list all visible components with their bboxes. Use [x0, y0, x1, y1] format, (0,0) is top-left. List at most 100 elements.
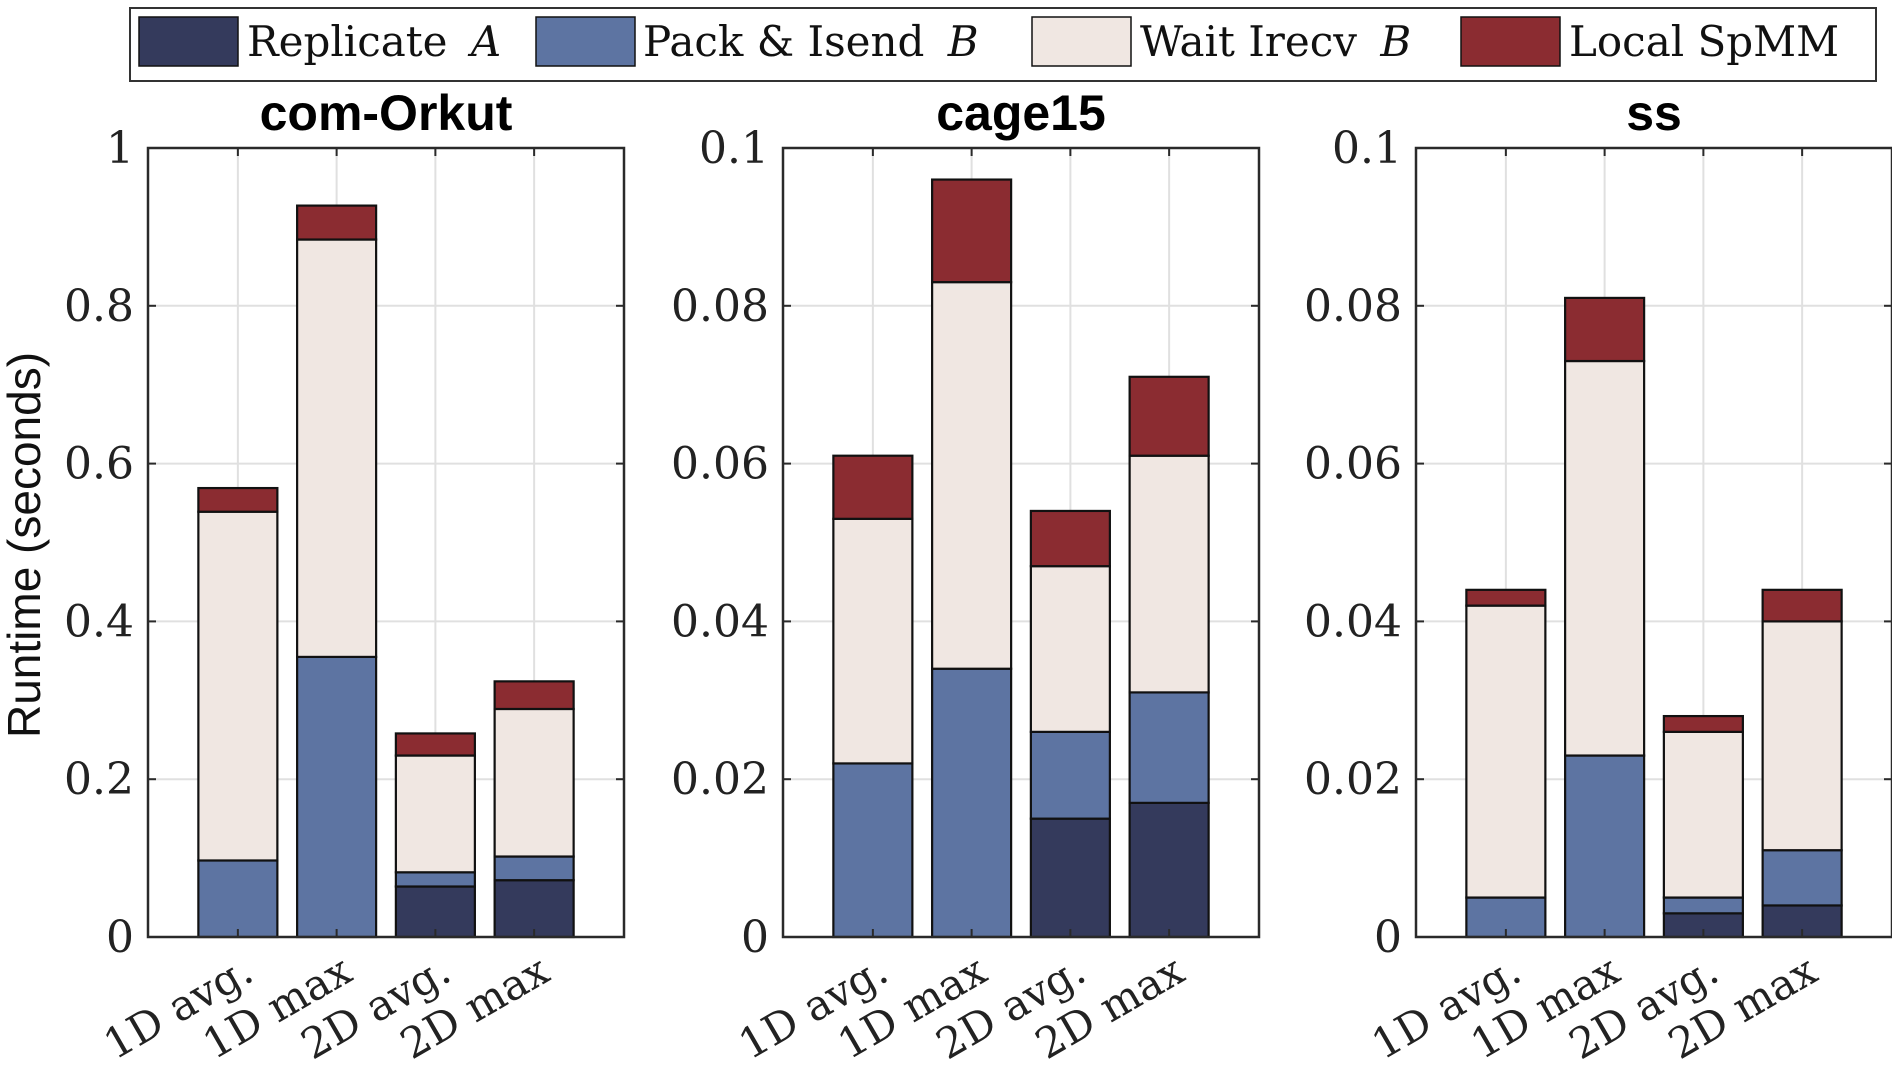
bar-segment-wait-irecv-b [1761, 620, 1843, 852]
bar-segment-local-spmm [1761, 588, 1843, 623]
bar-segment-pack-isend-b [1564, 754, 1646, 939]
bar-segment-wait-irecv-b [1029, 565, 1111, 733]
bar-segment-replicate-a [1029, 817, 1111, 939]
bar-segment-wait-irecv-b [931, 281, 1013, 670]
y-tick-label: 1 [106, 123, 134, 174]
y-tick-label: 0.08 [1304, 281, 1402, 332]
svg-text:Wait Irecv B: Wait Irecv B [1140, 17, 1411, 66]
y-tick-label: 0.04 [1304, 596, 1402, 647]
legend-math-replicate: A [467, 17, 501, 66]
y-tick-label: 0 [1374, 912, 1402, 963]
bar-segment-local-spmm [832, 454, 914, 520]
bar-segment-local-spmm [1128, 375, 1210, 457]
bar-segment-local-spmm [1465, 588, 1547, 607]
legend-swatch-local-spmm [1460, 16, 1561, 67]
y-tick-label: 0.1 [1332, 123, 1402, 174]
bar-stack-2d-avg [1662, 714, 1744, 939]
bar-segment-wait-irecv-b [1128, 454, 1210, 694]
panel-title: com-Orkut [260, 85, 513, 141]
legend: Replicate A Pack & Isend B Wait Irecv B … [129, 7, 1877, 82]
bar-stack-2d-avg [394, 732, 476, 939]
bar-segment-local-spmm [296, 204, 378, 241]
bar-segment-pack-isend-b [832, 762, 914, 939]
bar-segment-replicate-a [394, 885, 476, 939]
y-tick-label: 0.2 [64, 754, 134, 805]
bar-segment-wait-irecv-b [493, 707, 575, 858]
legend-label-pack-isend: Pack & Isend [643, 17, 924, 66]
legend-entry-replicate: Replicate A [138, 16, 501, 67]
bar-segment-wait-irecv-b [832, 517, 914, 765]
y-tick-label: 0.06 [1304, 439, 1402, 490]
bar-segment-wait-irecv-b [1564, 359, 1646, 757]
panel-title: ss [1626, 85, 1682, 141]
bar-stack-1d-avg [197, 486, 279, 939]
legend-entry-local-spmm: Local SpMM [1460, 16, 1839, 67]
y-axis-label: Runtime (seconds) [0, 352, 50, 738]
legend-swatch-wait-irecv [1031, 16, 1132, 67]
y-tick-label: 0.4 [64, 596, 134, 647]
svg-text:Local SpMM: Local SpMM [1569, 17, 1839, 66]
bar-stack-2d-max [1128, 375, 1210, 939]
legend-swatch-pack-isend [535, 16, 636, 67]
legend-swatch-replicate [138, 16, 239, 67]
bar-stack-1d-avg [832, 454, 914, 939]
legend-math-wait-irecv: B [1379, 17, 1411, 66]
bar-segment-local-spmm [197, 486, 279, 513]
bar-segment-pack-isend-b [1465, 896, 1547, 939]
bar-segment-local-spmm [493, 680, 575, 711]
axes-box [146, 146, 626, 939]
bar-segment-pack-isend-b [1662, 896, 1744, 915]
y-tick-label: 0.02 [671, 754, 769, 805]
legend-label-wait-irecv: Wait Irecv [1140, 17, 1357, 66]
legend-label-replicate: Replicate [247, 17, 448, 66]
bar-segment-wait-irecv-b [296, 238, 378, 659]
bar-segment-local-spmm [1662, 714, 1744, 733]
svg-text:Pack & Isend B: Pack & Isend B [643, 17, 979, 66]
y-tick-label: 0 [106, 912, 134, 963]
legend-entry-wait-irecv: Wait Irecv B [1031, 16, 1411, 67]
bar-segment-pack-isend-b [296, 655, 378, 939]
bar-segment-pack-isend-b [1029, 730, 1111, 820]
axes-box [781, 146, 1261, 939]
y-tick-label: 0.02 [1304, 754, 1402, 805]
bar-segment-replicate-a [493, 879, 575, 939]
bar-stack-2d-max [493, 680, 575, 939]
legend-math-pack-isend: B [947, 17, 979, 66]
bar-segment-wait-irecv-b [1662, 730, 1744, 899]
y-tick-label: 0.1 [699, 123, 769, 174]
bar-stack-1d-max [931, 178, 1013, 939]
bar-segment-pack-isend-b [1761, 849, 1843, 907]
legend-label-local-spmm: Local SpMM [1569, 17, 1839, 66]
legend-entry-pack-isend: Pack & Isend B [535, 16, 979, 67]
y-tick-label: 0.8 [64, 281, 134, 332]
panel-title: cage15 [936, 85, 1106, 141]
y-tick-label: 0.6 [64, 439, 134, 490]
svg-text:Replicate A: Replicate A [247, 17, 501, 66]
bar-segment-local-spmm [931, 178, 1013, 284]
bar-stack-2d-max [1761, 588, 1843, 939]
bar-stack-1d-max [296, 204, 378, 939]
bar-segment-wait-irecv-b [1465, 604, 1547, 899]
bar-stack-1d-avg [1465, 588, 1547, 939]
bar-segment-replicate-a [1128, 801, 1210, 939]
bar-segment-pack-isend-b [197, 859, 279, 939]
bar-segment-local-spmm [1029, 509, 1111, 568]
y-tick-label: 0.04 [671, 596, 769, 647]
bar-segment-pack-isend-b [931, 667, 1013, 939]
bar-segment-wait-irecv-b [197, 510, 279, 862]
bar-segment-pack-isend-b [1128, 691, 1210, 804]
bar-stack-2d-avg [1029, 509, 1111, 939]
bar-segment-pack-isend-b [394, 871, 476, 888]
bar-segment-local-spmm [394, 732, 476, 757]
y-tick-label: 0 [741, 912, 769, 963]
y-tick-label: 0.06 [671, 439, 769, 490]
bar-segment-pack-isend-b [493, 855, 575, 882]
axes-box [1414, 146, 1892, 939]
bar-segment-wait-irecv-b [394, 754, 476, 874]
bar-stack-1d-max [1564, 296, 1646, 939]
